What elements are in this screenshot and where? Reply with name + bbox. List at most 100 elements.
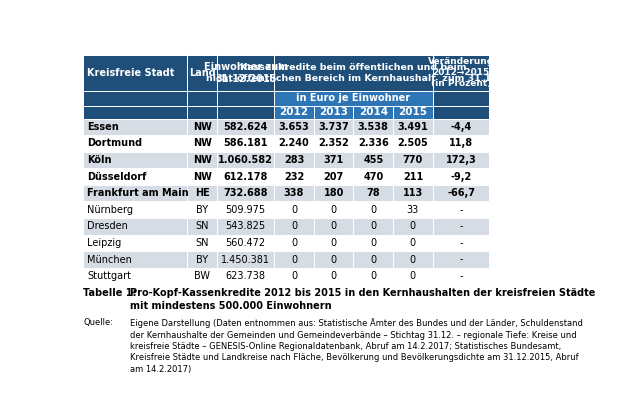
Text: SN: SN xyxy=(195,238,209,248)
Bar xyxy=(393,251,433,268)
Text: 2.352: 2.352 xyxy=(318,138,349,148)
Bar xyxy=(187,106,217,119)
Bar xyxy=(353,185,393,201)
Bar xyxy=(83,106,187,119)
Text: in Euro je Einwohner: in Euro je Einwohner xyxy=(296,93,410,103)
Bar xyxy=(353,251,393,268)
Text: 560.472: 560.472 xyxy=(226,238,266,248)
Bar xyxy=(274,91,433,106)
Text: -: - xyxy=(459,205,463,215)
Bar xyxy=(217,135,274,152)
Text: 0: 0 xyxy=(330,238,337,248)
Bar xyxy=(274,135,314,152)
Bar xyxy=(433,268,489,284)
Text: 509.975: 509.975 xyxy=(226,205,266,215)
Bar xyxy=(187,119,217,135)
Text: Quelle:: Quelle: xyxy=(83,318,113,327)
Bar xyxy=(217,251,274,268)
Text: 11,8: 11,8 xyxy=(449,138,473,148)
Bar xyxy=(314,135,353,152)
Bar xyxy=(433,152,489,168)
Text: 2.505: 2.505 xyxy=(398,138,429,148)
Bar xyxy=(314,235,353,251)
Bar xyxy=(83,251,187,268)
Text: 0: 0 xyxy=(291,271,297,281)
Bar xyxy=(314,168,353,185)
Text: 1.060.582: 1.060.582 xyxy=(218,155,273,165)
Bar xyxy=(353,119,393,135)
Bar xyxy=(353,106,393,119)
Text: BY: BY xyxy=(196,255,208,265)
Text: 0: 0 xyxy=(330,221,337,231)
Text: Dresden: Dresden xyxy=(87,221,128,231)
Bar xyxy=(187,185,217,201)
Bar xyxy=(83,201,187,218)
Text: Land: Land xyxy=(189,68,216,78)
Bar xyxy=(314,251,353,268)
Text: 2015: 2015 xyxy=(398,107,427,117)
Bar xyxy=(187,168,217,185)
Text: München: München xyxy=(87,255,132,265)
Text: -: - xyxy=(459,221,463,231)
Text: 371: 371 xyxy=(323,155,344,165)
Text: HE: HE xyxy=(195,188,209,198)
Bar xyxy=(274,201,314,218)
Text: NW: NW xyxy=(193,122,212,132)
Bar xyxy=(83,168,187,185)
Text: 3.653: 3.653 xyxy=(278,122,309,132)
Bar xyxy=(433,106,489,119)
Text: 0: 0 xyxy=(291,205,297,215)
Text: -: - xyxy=(459,238,463,248)
Bar xyxy=(187,268,217,284)
Text: Stuttgart: Stuttgart xyxy=(87,271,131,281)
Text: 0: 0 xyxy=(330,205,337,215)
Bar xyxy=(83,152,187,168)
Bar xyxy=(187,152,217,168)
Text: 2013: 2013 xyxy=(319,107,348,117)
Text: Tabelle 1:: Tabelle 1: xyxy=(83,288,137,298)
Bar xyxy=(83,119,187,135)
Bar xyxy=(393,168,433,185)
Bar xyxy=(274,152,314,168)
Text: 2014: 2014 xyxy=(359,107,388,117)
Bar xyxy=(314,152,353,168)
Bar xyxy=(217,119,274,135)
Text: Essen: Essen xyxy=(87,122,119,132)
Text: Frankfurt am Main: Frankfurt am Main xyxy=(87,188,189,198)
Text: 543.825: 543.825 xyxy=(226,221,266,231)
Bar xyxy=(353,152,393,168)
Text: 0: 0 xyxy=(370,255,377,265)
Bar xyxy=(314,185,353,201)
Bar xyxy=(274,106,314,119)
Bar xyxy=(393,106,433,119)
Bar xyxy=(274,119,314,135)
Text: Nürnberg: Nürnberg xyxy=(87,205,133,215)
Bar xyxy=(187,91,217,106)
Text: 0: 0 xyxy=(370,221,377,231)
Text: 180: 180 xyxy=(323,188,344,198)
Bar xyxy=(274,235,314,251)
Bar xyxy=(187,201,217,218)
Text: NW: NW xyxy=(193,155,212,165)
Bar xyxy=(217,185,274,201)
Text: 470: 470 xyxy=(363,172,384,182)
Bar xyxy=(353,268,393,284)
Text: 0: 0 xyxy=(410,238,416,248)
Text: Kassenkredite beim öffentlichen und beim
nicht-öffentlichen Bereich im Kernhaush: Kassenkredite beim öffentlichen und beim… xyxy=(205,63,501,83)
Text: 612.178: 612.178 xyxy=(223,172,268,182)
Bar xyxy=(274,268,314,284)
Bar xyxy=(314,119,353,135)
Text: 78: 78 xyxy=(366,188,380,198)
Text: 232: 232 xyxy=(284,172,304,182)
Bar xyxy=(393,218,433,235)
Text: Einwohner zum
31.12.2015: Einwohner zum 31.12.2015 xyxy=(204,61,288,84)
Bar xyxy=(433,185,489,201)
Bar xyxy=(83,218,187,235)
Bar xyxy=(353,235,393,251)
Bar xyxy=(433,55,489,91)
Bar xyxy=(217,235,274,251)
Bar xyxy=(274,251,314,268)
Bar xyxy=(433,251,489,268)
Bar xyxy=(217,168,274,185)
Text: Düsseldorf: Düsseldorf xyxy=(87,172,146,182)
